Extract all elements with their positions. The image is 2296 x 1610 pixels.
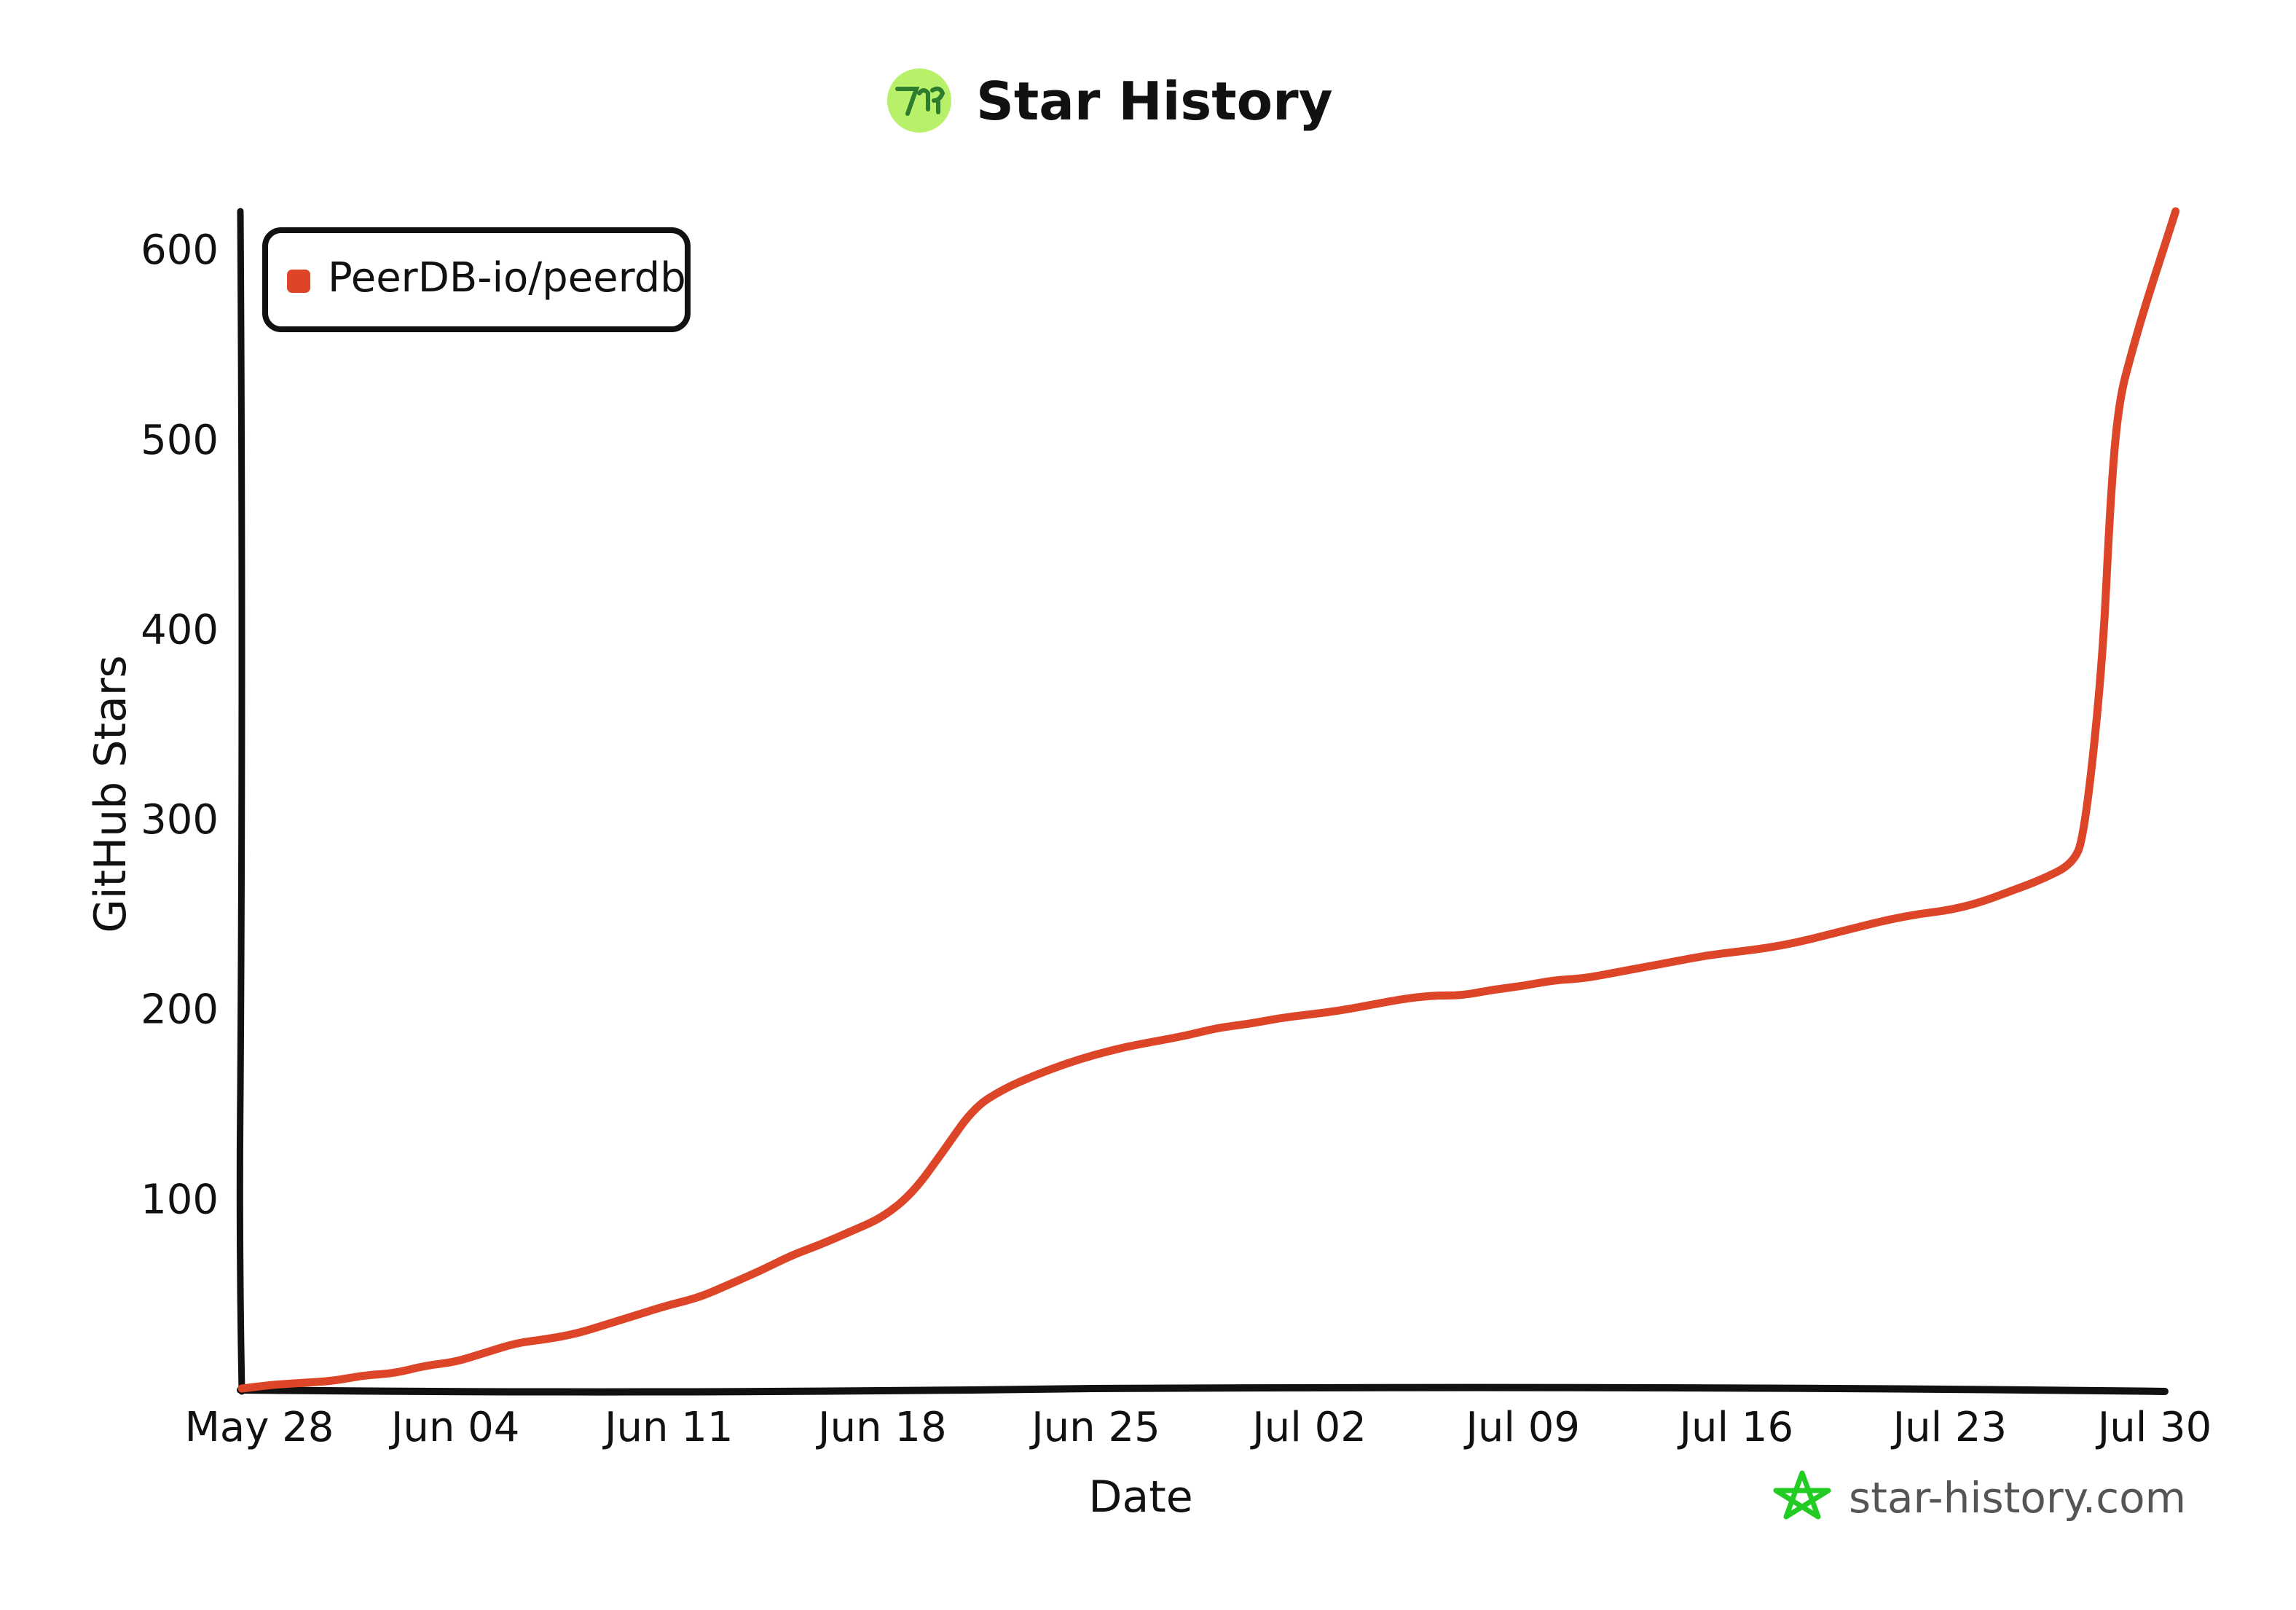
x-tick-label: Jun 11 bbox=[602, 1404, 734, 1451]
y-axis-line bbox=[236, 208, 245, 1395]
legend-entry-peerdb: PeerDB-io/peerdb bbox=[328, 254, 686, 302]
x-tick-label: Jun 18 bbox=[816, 1404, 947, 1451]
x-tick-labels: May 28 Jun 04 Jun 11 Jun 18 Jun 25 Jul 02 Jul … bbox=[185, 1404, 2212, 1451]
legend: PeerDB-io/peerdb bbox=[262, 227, 691, 332]
star-icon bbox=[1773, 1470, 1831, 1520]
y-axis-label: GitHub Stars bbox=[85, 655, 136, 932]
series-layer bbox=[237, 207, 2180, 1393]
logo-icon bbox=[887, 68, 951, 133]
x-tick-label: Jul 23 bbox=[1891, 1404, 2008, 1451]
watermark: star-history.com bbox=[1773, 1470, 2186, 1523]
legend-swatch bbox=[287, 270, 310, 293]
y-tick-label: 600 bbox=[141, 227, 219, 274]
x-tick-label: May 28 bbox=[185, 1404, 334, 1451]
series-line-0 bbox=[237, 207, 2180, 1393]
chart-header: Star History bbox=[887, 68, 1333, 133]
y-tick-label: 300 bbox=[141, 796, 219, 844]
watermark-text: star-history.com bbox=[1849, 1473, 2186, 1523]
x-axis-line bbox=[237, 1383, 2169, 1396]
y-tick-label: 400 bbox=[141, 606, 219, 653]
x-axis-label: Date bbox=[1088, 1472, 1192, 1523]
legend-box bbox=[262, 227, 691, 332]
x-tick-label: Jun 25 bbox=[1029, 1404, 1160, 1451]
x-tick-label: Jul 02 bbox=[1250, 1404, 1367, 1451]
axes bbox=[236, 208, 2169, 1396]
x-tick-label: Jul 30 bbox=[2096, 1404, 2212, 1451]
y-tick-label: 500 bbox=[141, 417, 219, 464]
y-tick-label: 200 bbox=[141, 986, 219, 1034]
x-tick-label: Jul 16 bbox=[1677, 1404, 1793, 1451]
y-tick-labels: 100 200 300 400 500 600 bbox=[141, 227, 219, 1223]
x-tick-label: Jun 04 bbox=[389, 1404, 520, 1451]
y-tick-label: 100 bbox=[141, 1176, 219, 1223]
x-tick-label: Jul 09 bbox=[1463, 1404, 1580, 1451]
chart-title: Star History bbox=[976, 71, 1333, 132]
